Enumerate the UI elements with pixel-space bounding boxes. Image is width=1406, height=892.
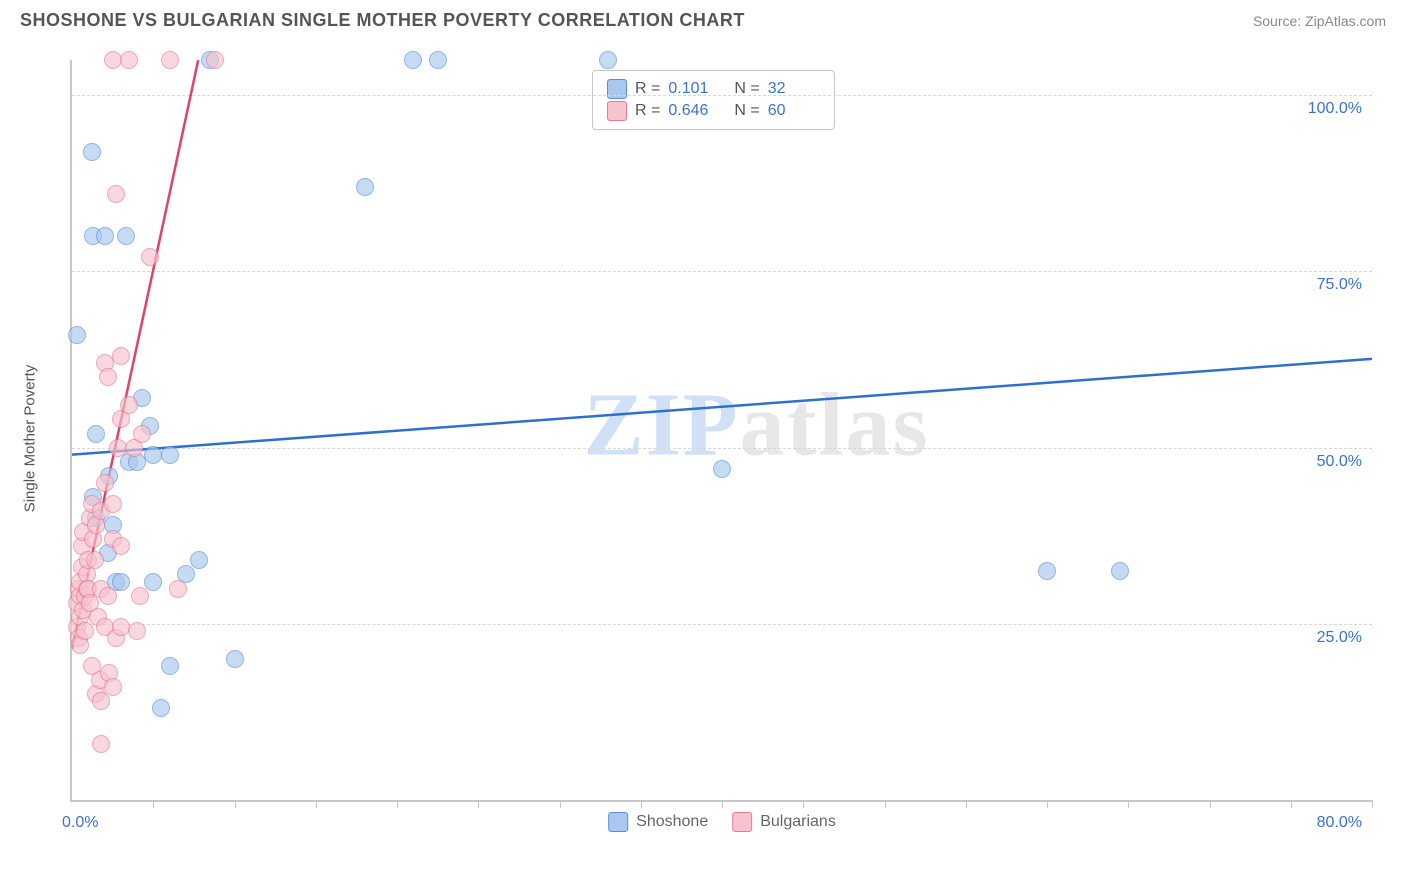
data-point (161, 657, 179, 675)
data-point (104, 495, 122, 513)
x-tick (885, 800, 886, 808)
bottom-legend-label: Shoshone (636, 813, 708, 831)
legend-row: R = 0.646 N = 60 (607, 101, 820, 121)
x-tick (235, 800, 236, 808)
legend-n-value: 60 (768, 102, 820, 120)
data-point (152, 699, 170, 717)
bottom-legend-item: Shoshone (608, 812, 708, 832)
x-tick (966, 800, 967, 808)
x-tick (316, 800, 317, 808)
data-point (206, 51, 224, 69)
data-point (86, 551, 104, 569)
watermark: ZIPatlas (584, 373, 930, 476)
x-axis-origin-label: 0.0% (62, 814, 98, 832)
data-point (356, 178, 374, 196)
x-tick (803, 800, 804, 808)
data-point (112, 573, 130, 591)
data-point (144, 573, 162, 591)
data-point (92, 735, 110, 753)
data-point (96, 227, 114, 245)
x-tick (722, 800, 723, 808)
bottom-legend: Shoshone Bulgarians (608, 812, 836, 832)
x-tick (1210, 800, 1211, 808)
grid-line (72, 448, 1372, 449)
legend-swatch (732, 812, 752, 832)
bottom-legend-item: Bulgarians (732, 812, 836, 832)
data-point (112, 618, 130, 636)
legend-r-label: R = (635, 102, 660, 120)
data-point (599, 51, 617, 69)
data-point (76, 622, 94, 640)
data-point (107, 185, 125, 203)
data-point (131, 587, 149, 605)
grid-line (72, 271, 1372, 272)
data-point (190, 551, 208, 569)
x-axis-end-label: 80.0% (1317, 814, 1362, 832)
data-point (133, 425, 151, 443)
data-point (99, 368, 117, 386)
x-tick (1291, 800, 1292, 808)
x-tick (641, 800, 642, 808)
data-point (169, 580, 187, 598)
plot-area: 0.0% 80.0% Shoshone Bulgarians R = 0.101… (70, 60, 1372, 802)
x-tick (153, 800, 154, 808)
legend-r-value: 0.646 (668, 102, 720, 120)
chart-container: Single Mother Poverty 0.0% 80.0% Shoshon… (30, 50, 1390, 840)
x-tick (560, 800, 561, 808)
stats-legend-box: R = 0.101 N = 32 R = 0.646 N = 60 (592, 70, 835, 130)
legend-swatch (607, 101, 627, 121)
x-tick (478, 800, 479, 808)
trend-line (72, 359, 1372, 455)
data-point (141, 248, 159, 266)
data-point (404, 51, 422, 69)
source-label: Source: ZipAtlas.com (1253, 13, 1386, 29)
data-point (120, 51, 138, 69)
y-axis-label: Single Mother Poverty (22, 339, 39, 539)
data-point (99, 587, 117, 605)
y-tick-label: 75.0% (1317, 276, 1362, 294)
data-point (1038, 562, 1056, 580)
data-point (120, 396, 138, 414)
data-point (226, 650, 244, 668)
y-tick-label: 50.0% (1317, 453, 1362, 471)
x-tick (1128, 800, 1129, 808)
data-point (112, 537, 130, 555)
grid-line (72, 95, 1372, 96)
y-tick-label: 25.0% (1317, 629, 1362, 647)
x-tick (397, 800, 398, 808)
legend-n-label: N = (734, 102, 759, 120)
data-point (429, 51, 447, 69)
data-point (96, 474, 114, 492)
data-point (1111, 562, 1129, 580)
x-tick (1047, 800, 1048, 808)
data-point (87, 425, 105, 443)
data-point (83, 143, 101, 161)
data-point (104, 678, 122, 696)
trend-lines (72, 60, 1372, 800)
grid-line (72, 624, 1372, 625)
legend-swatch (608, 812, 628, 832)
data-point (117, 227, 135, 245)
bottom-legend-label: Bulgarians (760, 813, 836, 831)
data-point (68, 326, 86, 344)
data-point (713, 460, 731, 478)
data-point (161, 51, 179, 69)
data-point (112, 347, 130, 365)
data-point (161, 446, 179, 464)
x-tick (1372, 800, 1373, 808)
data-point (128, 622, 146, 640)
y-tick-label: 100.0% (1308, 100, 1362, 118)
chart-title: SHOSHONE VS BULGARIAN SINGLE MOTHER POVE… (20, 10, 745, 31)
